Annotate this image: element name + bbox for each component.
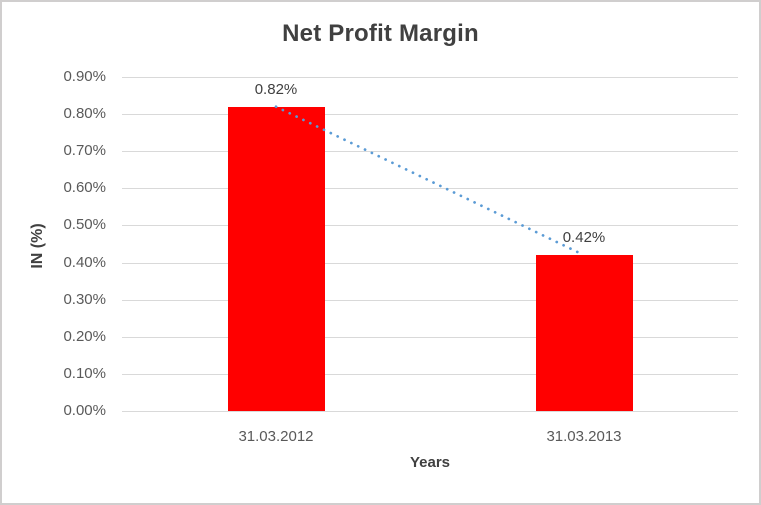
chart-title: Net Profit Margin: [282, 20, 479, 47]
gridline: [122, 299, 738, 301]
gridline: [122, 188, 738, 190]
bar-31.03.2012: [227, 106, 325, 411]
data-label: 0.82%: [254, 80, 298, 98]
y-tick-label: 0.10%: [63, 364, 106, 382]
gridline: [122, 411, 738, 412]
x-axis-title: Years: [409, 454, 451, 471]
y-tick-label: 0.00%: [63, 402, 106, 419]
y-tick-label: 0.30%: [63, 290, 106, 308]
x-axis-category-labels: 31.03.2012 31.03.2013: [2, 428, 759, 448]
y-tick-label: 0.70%: [63, 142, 106, 160]
y-tick-label: 0.80%: [63, 105, 106, 123]
y-axis-tick-labels: 0.00% 0.10% 0.20% 0.30% 0.40% 0.50% 0.60% 0.70%…: [2, 68, 106, 419]
gridline: [122, 114, 738, 116]
bar-31.03.2013: [535, 255, 633, 411]
y-tick-label: 0.60%: [63, 179, 106, 197]
x-category-label: 31.03.2013: [546, 428, 622, 445]
gridline: [122, 262, 738, 264]
x-category-label: 31.03.2012: [238, 428, 314, 445]
data-label: 0.42%: [562, 229, 606, 247]
gridline: [122, 225, 738, 227]
y-tick-label: 0.50%: [63, 216, 106, 234]
gridline: [122, 77, 738, 78]
gridline: [122, 151, 738, 153]
y-tick-label: 0.20%: [63, 327, 106, 345]
gridline: [122, 373, 738, 375]
plot-area: 0.82% 0.42%: [122, 77, 738, 412]
gridline: [122, 336, 738, 338]
y-tick-label: 0.40%: [63, 253, 106, 271]
y-tick-label: 0.90%: [63, 68, 106, 85]
trendline: [274, 105, 586, 257]
